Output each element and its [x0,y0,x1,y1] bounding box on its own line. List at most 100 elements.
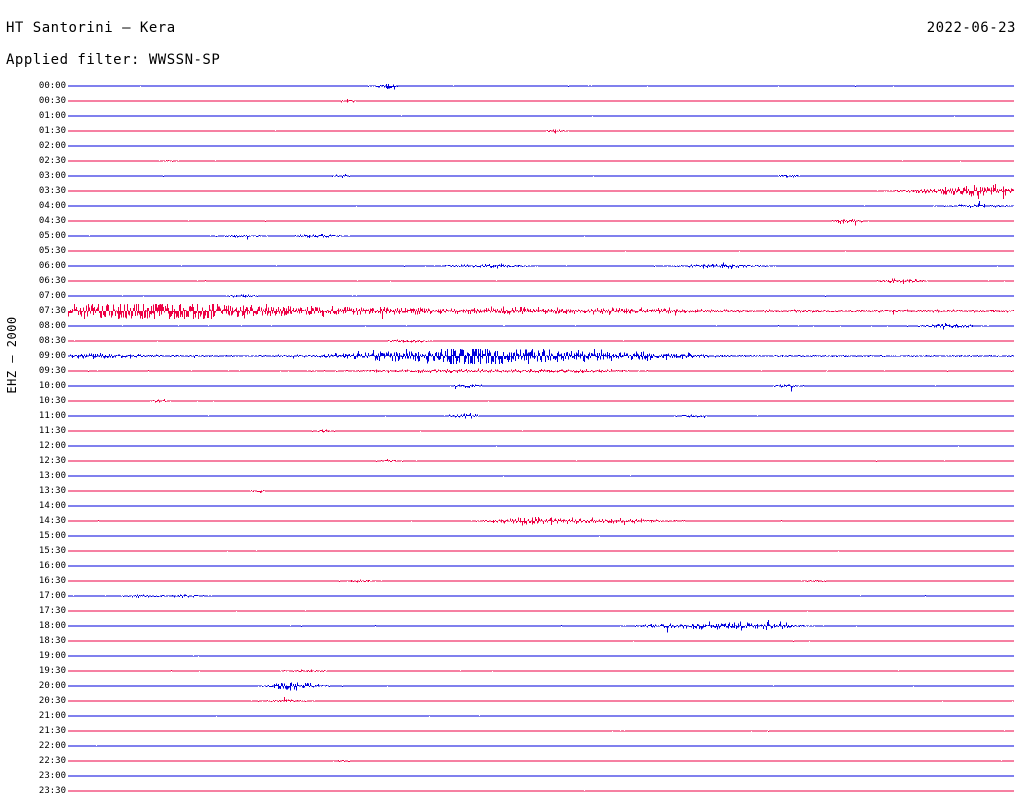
trace-path [68,715,1014,717]
trace-path [68,349,1014,364]
time-tick-label: 15:30 [38,546,66,556]
time-tick-label: 08:30 [38,336,66,346]
time-tick-label: 13:30 [38,486,66,496]
seismic-trace-row [68,559,1014,574]
seismic-trace-row [68,409,1014,424]
seismic-trace-row [68,544,1014,559]
trace-path [68,219,1014,226]
seismic-trace-row [68,439,1014,454]
time-tick-label: 19:30 [38,666,66,676]
trace-path [68,233,1014,240]
seismic-trace-row [68,139,1014,154]
trace-path [68,775,1014,777]
trace-path [68,745,1014,747]
trace-path [68,490,1014,493]
time-tick-label: 05:30 [38,246,66,256]
time-tick-label: 03:00 [38,171,66,181]
header-bar: HT Santorini – Kera Applied filter: WWSS… [0,0,1024,76]
time-tick-label: 04:30 [38,216,66,226]
time-tick-label: 12:30 [38,456,66,466]
time-tick-label: 23:30 [38,786,66,796]
trace-path [68,115,1014,117]
trace-path [68,610,1014,612]
trace-path [68,459,1014,463]
time-tick-label: 14:30 [38,516,66,526]
seismic-trace-row [68,574,1014,589]
seismic-trace-row [68,199,1014,214]
time-tick-label: 10:00 [38,381,66,391]
trace-path [68,429,1014,433]
time-tick-label: 11:30 [38,426,66,436]
time-tick-label: 17:00 [38,591,66,601]
seismic-trace-row [68,619,1014,634]
time-tick-label: 04:00 [38,201,66,211]
time-tick-label: 05:00 [38,231,66,241]
trace-path [68,655,1014,657]
seismic-trace-row [68,484,1014,499]
time-tick-label: 02:00 [38,141,66,151]
trace-path [68,565,1014,567]
trace-path [68,790,1014,792]
seismic-trace-row [68,259,1014,274]
seismic-trace-row [68,184,1014,199]
seismic-trace-row [68,634,1014,649]
trace-path [68,98,1014,103]
seismic-trace-row [68,454,1014,469]
time-tick-label: 01:30 [38,126,66,136]
time-tick-label: 22:30 [38,756,66,766]
time-tick-label: 10:30 [38,396,66,406]
page-title: HT Santorini – Kera [6,20,176,36]
trace-path [68,294,1014,298]
trace-path [68,160,1014,162]
time-tick-label: 21:00 [38,711,66,721]
seismic-trace-row [68,679,1014,694]
seismic-trace-row [68,649,1014,664]
trace-path [68,399,1014,403]
seismic-trace-row [68,424,1014,439]
seismic-trace-row [68,334,1014,349]
time-tick-label: 09:30 [38,366,66,376]
time-tick-label: 19:00 [38,651,66,661]
seismic-trace-row [68,304,1014,319]
trace-path [68,640,1014,642]
trace-path [68,339,1014,343]
trace-path [68,184,1014,199]
trace-path [68,730,1014,732]
trace-path [68,412,1014,419]
seismic-trace-row [68,229,1014,244]
trace-path [68,201,1014,208]
seismic-trace-row [68,154,1014,169]
time-tick-label: 00:30 [38,96,66,106]
time-tick-label: 22:00 [38,741,66,751]
trace-path [68,579,1014,583]
helicorder-plot: 00:00 00:30 01:00 01:30 02:00 02:30 03:00 03:30… [0,78,1024,796]
seismic-trace-row [68,214,1014,229]
trace-path [68,250,1014,252]
seismic-trace-row [68,754,1014,769]
trace-path [68,278,1014,285]
trace-path [68,368,1014,374]
time-tick-label: 20:30 [38,696,66,706]
trace-path [68,682,1014,691]
time-tick-label: 07:30 [38,306,66,316]
trace-path [68,594,1014,599]
time-tick-label: 14:00 [38,501,66,511]
seismic-trace-row [68,274,1014,289]
seismic-trace-row [68,604,1014,619]
time-tick-label: 02:30 [38,156,66,166]
time-tick-label: 18:00 [38,621,66,631]
time-tick-label: 18:30 [38,636,66,646]
trace-path [68,516,1014,526]
time-tick-label: 00:00 [38,81,66,91]
seismic-trace-row [68,319,1014,334]
trace-path [68,475,1014,477]
seismic-trace-row [68,784,1014,799]
trace-path [68,445,1014,447]
seismic-trace-row [68,289,1014,304]
trace-path [68,129,1014,134]
seismic-trace-row [68,94,1014,109]
seismic-trace-row [68,529,1014,544]
trace-path [68,620,1014,633]
time-tick-label: 07:00 [38,291,66,301]
time-tick-label: 16:30 [38,576,66,586]
